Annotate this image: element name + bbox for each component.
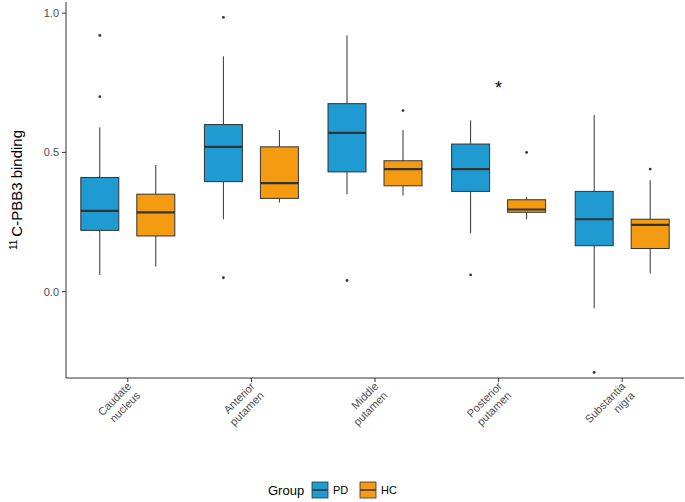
median <box>508 208 546 210</box>
outlier <box>649 168 652 171</box>
whisker-low <box>650 248 651 273</box>
x-tick <box>251 378 252 382</box>
outlier <box>469 274 472 277</box>
whisker-high <box>470 120 471 144</box>
x-tick-label: Substantianigra <box>582 379 637 434</box>
y-tick-label: 1.0 <box>44 7 59 19</box>
box <box>260 147 298 199</box>
outlier <box>346 279 349 282</box>
x-tick <box>622 378 623 382</box>
box <box>328 104 366 172</box>
median <box>631 224 669 226</box>
whisker-high <box>223 56 224 124</box>
whisker-high <box>650 180 651 219</box>
whisker-high <box>279 130 280 147</box>
box <box>508 200 546 213</box>
whisker-high <box>99 127 100 177</box>
whisker-low <box>223 182 224 220</box>
x-tick-label: Posteriorputamen <box>464 380 513 429</box>
median <box>575 218 613 220</box>
median <box>260 182 298 184</box>
median <box>384 168 422 170</box>
y-axis-line <box>66 2 67 378</box>
x-tick <box>498 378 499 382</box>
x-tick <box>375 378 376 382</box>
outlier <box>402 109 405 112</box>
median <box>328 132 366 134</box>
y-label-text: C-PBB3 binding <box>8 130 25 237</box>
whisker-high <box>347 35 348 103</box>
outlier <box>593 371 596 374</box>
outlier <box>525 151 528 154</box>
x-label-line: putamen <box>227 389 266 428</box>
whisker-low <box>526 212 527 219</box>
median <box>452 168 490 170</box>
x-tick-label: Anteriorputamen <box>218 380 266 428</box>
box <box>452 144 490 191</box>
legend-key-median <box>312 489 328 491</box>
y-tick <box>62 13 66 14</box>
whisker-low <box>470 191 471 233</box>
median <box>81 210 119 212</box>
x-tick-label: Middleputamen <box>342 380 390 428</box>
x-tick-label: Caudatenucleus <box>95 380 142 427</box>
whisker-low <box>155 236 156 267</box>
y-tick <box>62 152 66 153</box>
legend-key <box>360 482 376 498</box>
box <box>204 125 242 182</box>
x-label-line: nucleus <box>107 389 143 425</box>
chart: 0.0 0.5 1.0 11 C-PBB3 binding Caudatenucleus A… <box>0 0 685 502</box>
y-label-sup: 11 <box>8 239 19 250</box>
outlier <box>98 95 101 98</box>
box <box>384 161 422 186</box>
x-label-line: nigra <box>611 389 637 415</box>
outlier <box>98 34 101 37</box>
legend-key <box>312 482 328 498</box>
y-tick-label: 0.0 <box>44 286 59 298</box>
median <box>204 146 242 148</box>
y-axis-label: 11 C-PBB3 binding <box>8 130 25 250</box>
x-label-line: putamen <box>351 389 390 428</box>
box <box>81 177 119 230</box>
whisker-low <box>347 172 348 194</box>
whisker-high <box>403 130 404 161</box>
legend-label: PD <box>333 484 348 496</box>
whisker-high <box>155 165 156 194</box>
legend-title: Group <box>268 483 304 498</box>
legend-label: HC <box>381 484 397 496</box>
whisker-low <box>99 230 100 275</box>
box <box>137 194 175 236</box>
whisker-low <box>279 198 280 202</box>
plot-marks <box>81 16 669 374</box>
x-tick <box>127 378 128 382</box>
x-label-line: putamen <box>474 389 513 428</box>
median <box>137 211 175 213</box>
box <box>631 219 669 248</box>
whisker-low <box>594 246 595 309</box>
outlier <box>222 276 225 279</box>
whisker-high <box>594 115 595 192</box>
legend-key-median <box>360 489 376 491</box>
y-tick-label: 0.5 <box>44 146 59 158</box>
box <box>575 191 613 245</box>
annotation: * <box>495 78 502 98</box>
outlier <box>222 16 225 19</box>
y-tick <box>62 291 66 292</box>
whisker-low <box>403 186 404 196</box>
